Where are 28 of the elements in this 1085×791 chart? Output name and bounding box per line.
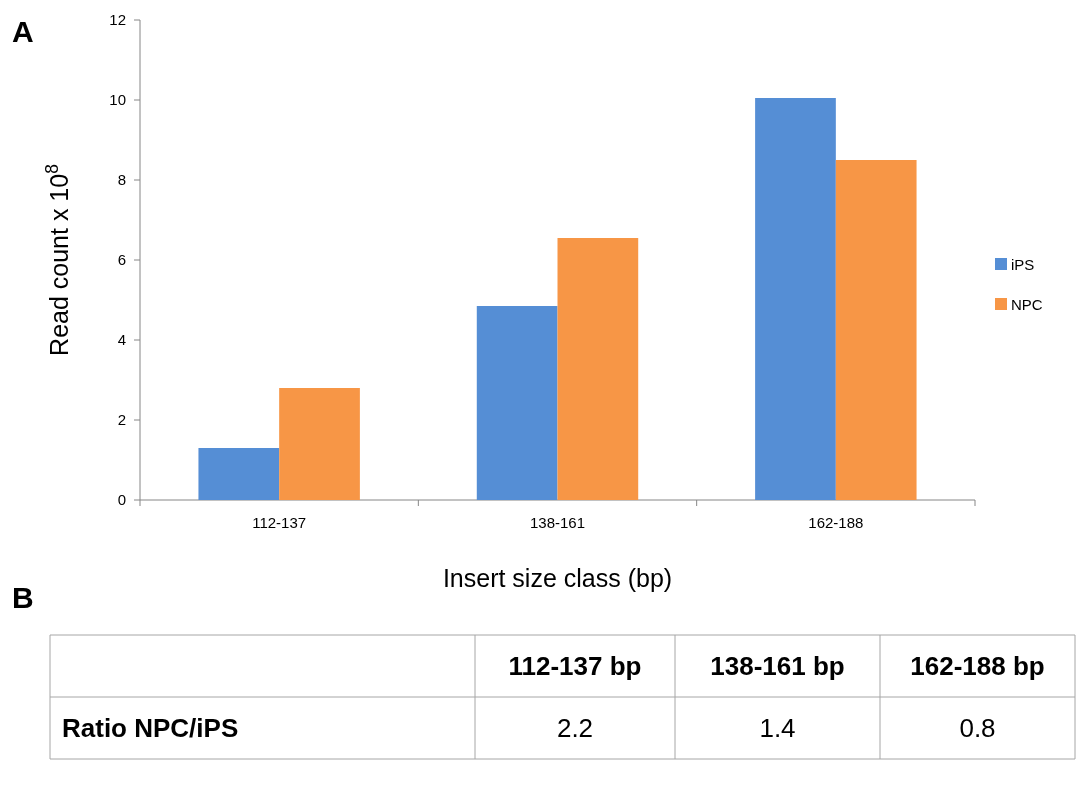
bar xyxy=(476,306,558,500)
legend-label: NPC xyxy=(1011,296,1043,313)
y-tick-label: 2 xyxy=(117,411,126,428)
chart-title: A xyxy=(12,15,34,48)
y-tick-label: 10 xyxy=(109,91,126,108)
bar xyxy=(835,160,917,500)
y-tick-label: 8 xyxy=(117,171,126,188)
text: Ratio NPC/iPS xyxy=(62,713,239,743)
data-label: 2.2 xyxy=(556,713,594,743)
x-tick-label: 162-188 xyxy=(808,514,864,531)
x-tick-label: 138-161 xyxy=(529,514,586,531)
data-label: 0.8 xyxy=(959,713,996,743)
category-label: 138-161 bp xyxy=(710,651,845,681)
bar xyxy=(557,238,639,500)
bar xyxy=(755,98,836,500)
data-label: 1.4 xyxy=(759,713,796,743)
bar xyxy=(198,448,280,500)
x-tick-label: 112-137 xyxy=(252,514,307,531)
y-tick-label: 12 xyxy=(109,11,126,28)
y-tick-label: 4 xyxy=(117,331,126,348)
legend-label: iPS xyxy=(1011,256,1035,273)
text: B xyxy=(12,581,34,614)
x-axis-title: Insert size class (bp) xyxy=(442,564,673,592)
y-tick-label: 0 xyxy=(117,491,126,508)
category-label: 112-137 bp xyxy=(508,651,642,681)
category-label: 162-188 bp xyxy=(910,651,1045,681)
y-tick-label: 6 xyxy=(117,251,126,268)
bar xyxy=(279,388,360,500)
